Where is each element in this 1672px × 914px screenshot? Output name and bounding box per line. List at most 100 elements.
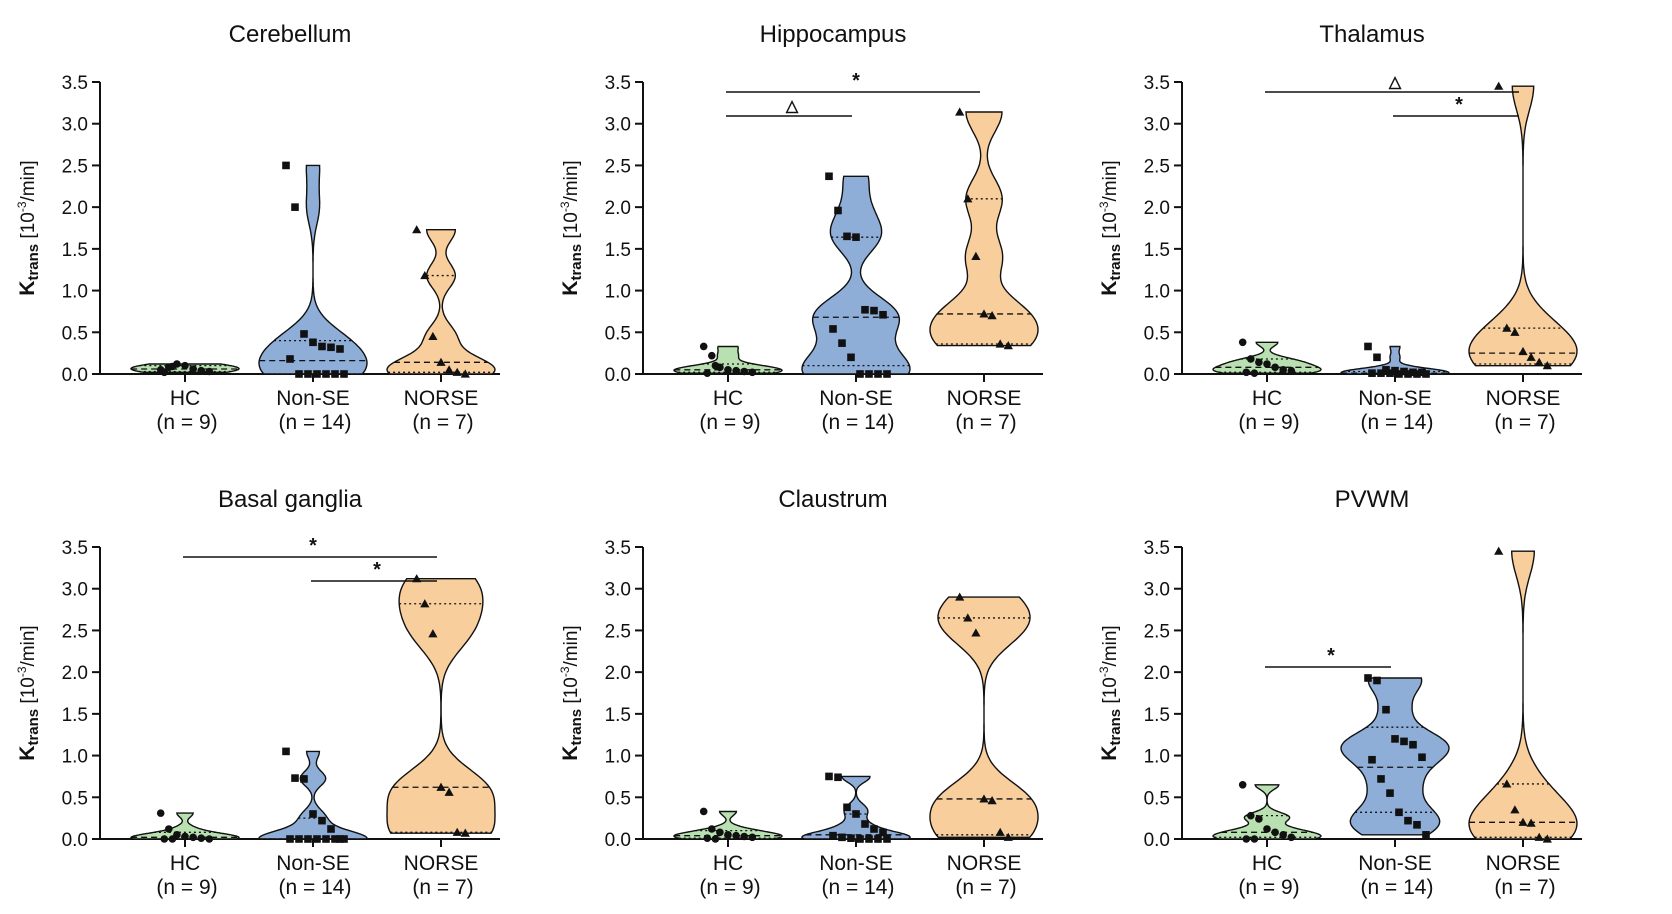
y-tick-label: 1.5 [1144,240,1170,261]
data-point [732,831,740,840]
violin-non-se [1340,677,1450,836]
data-point [740,367,748,376]
category-label: HC [713,852,743,875]
data-point [1386,369,1394,377]
significance-marker: * [309,535,317,557]
data-point [1518,346,1528,356]
data-point [1364,342,1372,351]
data-point [1391,735,1399,743]
data-point [748,368,757,377]
y-tick-label: 1.5 [62,705,88,726]
y-tick-label: 0.5 [62,788,88,809]
data-point [1250,835,1259,843]
data-point [1255,815,1263,823]
y-tick-label: 2.5 [605,156,631,177]
data-point [295,370,303,378]
data-point [834,206,842,215]
data-point [829,325,837,333]
data-point [1287,833,1296,842]
y-tick-label: 1.0 [1144,282,1170,303]
data-point [703,369,712,377]
y-tick-label: 1.0 [1144,747,1170,768]
data-point [1494,546,1504,555]
data-point [1255,358,1263,367]
data-point [420,599,430,608]
data-point [748,833,757,842]
panel-title: Basal ganglia [218,486,363,513]
data-point [1409,740,1417,749]
data-point [852,233,860,241]
data-point [1494,81,1504,90]
data-point [1518,817,1528,826]
data-point [336,835,344,843]
data-point [1247,355,1255,363]
category-n-label: (n = 9) [156,411,217,434]
y-tick-label: 1.0 [62,747,88,768]
y-tick-label: 2.5 [62,621,88,642]
data-point [1368,369,1376,377]
data-point [1526,818,1536,827]
category-label: NORSE [404,852,479,875]
y-tick-label: 0.5 [1144,788,1170,809]
data-point [865,835,873,843]
data-point [300,330,308,338]
data-point [1510,327,1520,336]
y-tick-label: 0.0 [62,365,88,386]
data-point [1534,357,1544,366]
y-axis-label: Ktrans [10-3/min] [558,625,585,760]
category-n-label: (n = 7) [1494,876,1555,899]
data-point [1413,821,1421,829]
y-axis-label: Ktrans [10-3/min] [15,625,42,760]
data-point [1373,676,1381,685]
data-point [847,353,855,362]
y-tick-label: 3.5 [62,73,88,94]
data-point [282,161,290,170]
data-point [318,342,326,351]
violin-hc [673,345,783,374]
data-point [300,775,308,783]
category-label: NORSE [1486,387,1561,410]
data-point [724,831,732,839]
panel-title: Thalamus [1319,21,1424,48]
significance-marker: * [373,559,381,581]
data-point [879,828,887,837]
data-point [711,835,720,843]
y-tick-label: 0.0 [1144,365,1170,386]
significance-marker: △ [785,98,799,115]
category-label: HC [1252,387,1282,410]
data-point [1279,366,1287,374]
panel-title: PVWM [1335,486,1410,513]
data-point [189,365,197,373]
category-label: NORSE [947,387,1022,410]
data-point [436,782,446,791]
y-tick-label: 2.5 [62,156,88,177]
data-point [825,172,833,181]
data-point [340,835,348,843]
y-tick-label: 2.5 [1144,621,1170,642]
violin-norse [1468,550,1578,840]
significance-marker: * [852,70,860,92]
data-point [331,370,339,378]
category-label: NORSE [404,387,479,410]
data-point [313,370,321,378]
panel-cerebellum: Cerebellum 0.0 0.5 1.0 1.5 2.0 2.5 3.0 3.5 Ktrans… [15,21,500,434]
data-point [1377,369,1385,377]
data-point [322,835,330,843]
data-point [979,794,989,803]
y-tick-label: 2.0 [605,198,631,219]
y-tick-label: 1.0 [62,282,88,303]
data-point [1003,341,1013,350]
data-point [955,107,965,116]
data-point [1400,367,1408,376]
category-label: Non-SE [1358,387,1432,410]
data-point [879,310,887,319]
category-label: Non-SE [276,387,350,410]
data-point [1263,825,1271,833]
data-point [160,835,169,843]
data-point [318,816,326,825]
category-n-label: (n = 14) [822,876,895,899]
data-point [1526,352,1536,361]
data-point [1400,737,1408,746]
data-point [1395,370,1403,378]
significance-marker: * [1455,94,1463,116]
